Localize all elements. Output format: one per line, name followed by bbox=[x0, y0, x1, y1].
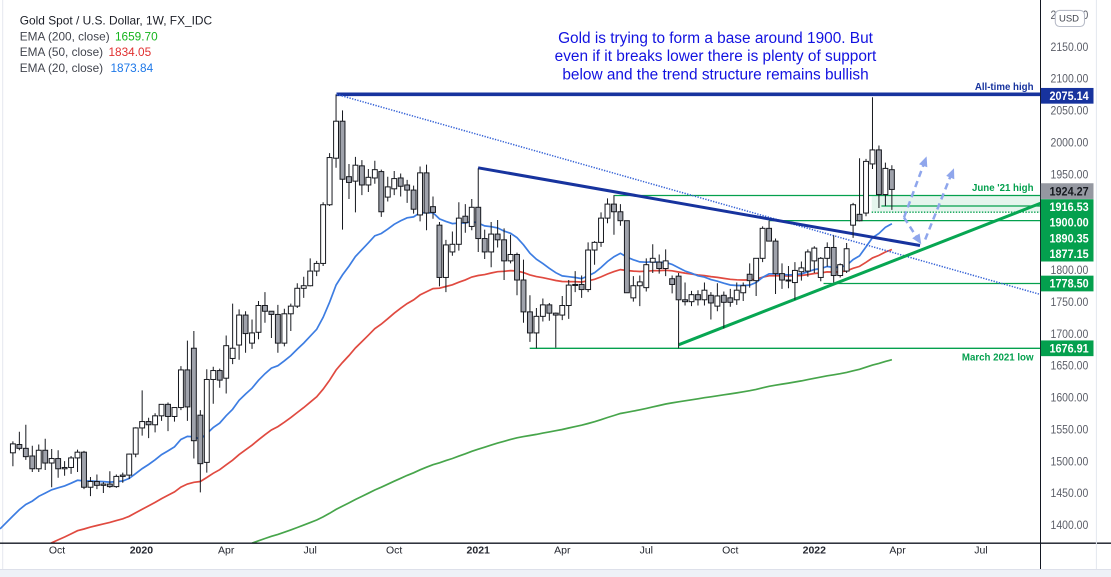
svg-text:1924.27: 1924.27 bbox=[1050, 184, 1090, 198]
svg-text:1890.35: 1890.35 bbox=[1050, 231, 1090, 245]
svg-text:June '21 high: June '21 high bbox=[972, 183, 1034, 194]
svg-text:1916.53: 1916.53 bbox=[1050, 200, 1090, 214]
svg-text:below and the trend structure: below and the trend structure remains bu… bbox=[562, 66, 868, 83]
svg-text:2050.00: 2050.00 bbox=[1051, 104, 1089, 118]
svg-text:EMA (200, close): EMA (200, close) bbox=[20, 29, 110, 43]
svg-text:EMA (50, close): EMA (50, close) bbox=[20, 45, 103, 59]
svg-text:Gold Spot / U.S. Dollar, 1W, F: Gold Spot / U.S. Dollar, 1W, FX_IDC bbox=[20, 14, 213, 28]
svg-text:Gold is trying to form a base: Gold is trying to form a base around 190… bbox=[558, 30, 874, 47]
svg-text:1450.00: 1450.00 bbox=[1051, 486, 1089, 500]
svg-text:2022: 2022 bbox=[803, 545, 827, 557]
svg-text:1676.91: 1676.91 bbox=[1050, 342, 1090, 356]
svg-text:Oct: Oct bbox=[49, 545, 65, 557]
svg-text:Oct: Oct bbox=[386, 545, 402, 557]
svg-text:March 2021 low: March 2021 low bbox=[962, 352, 1034, 363]
svg-text:1600.00: 1600.00 bbox=[1051, 391, 1089, 405]
svg-text:even if it breaks lower there: even if it breaks lower there is plenty … bbox=[555, 48, 877, 65]
svg-text:2020: 2020 bbox=[130, 545, 154, 557]
svg-text:1400.00: 1400.00 bbox=[1051, 518, 1089, 532]
svg-text:Jul: Jul bbox=[974, 545, 987, 557]
svg-text:2075.14: 2075.14 bbox=[1050, 89, 1090, 103]
svg-text:1834.05: 1834.05 bbox=[109, 45, 152, 59]
svg-text:1700.00: 1700.00 bbox=[1051, 327, 1089, 341]
svg-text:Apr: Apr bbox=[554, 545, 571, 557]
svg-text:1750.00: 1750.00 bbox=[1051, 295, 1089, 309]
svg-text:1778.50: 1778.50 bbox=[1050, 277, 1090, 291]
svg-text:1873.84: 1873.84 bbox=[111, 61, 154, 75]
svg-text:2000.00: 2000.00 bbox=[1051, 135, 1089, 149]
svg-text:1550.00: 1550.00 bbox=[1051, 422, 1089, 436]
svg-text:1900.00: 1900.00 bbox=[1050, 216, 1090, 230]
svg-text:1877.15: 1877.15 bbox=[1050, 247, 1090, 261]
svg-text:EMA (20, close): EMA (20, close) bbox=[20, 61, 103, 75]
svg-text:Oct: Oct bbox=[722, 545, 738, 557]
svg-text:Jul: Jul bbox=[303, 545, 316, 557]
svg-text:1800.00: 1800.00 bbox=[1051, 263, 1089, 277]
svg-text:1650.00: 1650.00 bbox=[1051, 359, 1089, 373]
svg-text:Jul: Jul bbox=[640, 545, 653, 557]
svg-text:2021: 2021 bbox=[467, 545, 491, 557]
svg-text:2150.00: 2150.00 bbox=[1051, 40, 1089, 54]
svg-text:All-time high: All-time high bbox=[975, 82, 1034, 93]
svg-text:1950.00: 1950.00 bbox=[1051, 167, 1089, 181]
svg-text:2100.00: 2100.00 bbox=[1051, 72, 1089, 86]
svg-text:1659.70: 1659.70 bbox=[115, 29, 158, 43]
svg-text:Apr: Apr bbox=[889, 545, 906, 557]
svg-text:Apr: Apr bbox=[218, 545, 235, 557]
svg-text:1500.00: 1500.00 bbox=[1051, 454, 1089, 468]
svg-text:USD: USD bbox=[1059, 14, 1079, 25]
